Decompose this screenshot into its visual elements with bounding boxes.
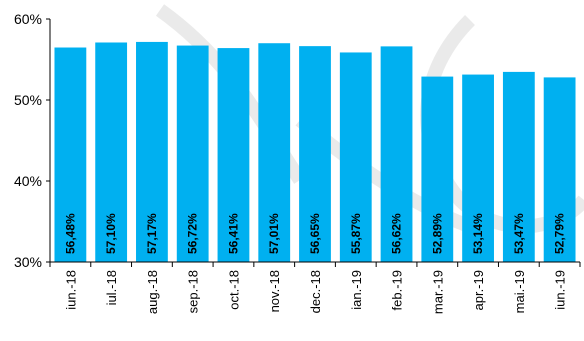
bar (380, 46, 413, 263)
bar (136, 41, 168, 262)
x-tick-label: sep.-18 (186, 270, 201, 313)
data-label: 52,79% (553, 213, 567, 254)
data-label: 56,62% (390, 213, 404, 254)
data-label: 57,01% (267, 213, 281, 254)
x-tick-label: ian.-19 (349, 270, 364, 310)
bar (258, 43, 291, 263)
x-tick-label: mai.-19 (512, 270, 527, 313)
bar (421, 76, 454, 262)
data-label: 56,48% (63, 213, 77, 254)
data-label: 56,65% (308, 213, 322, 254)
x-tick-label: oct.-18 (226, 270, 241, 310)
x-tick-label: mar.-19 (430, 270, 445, 314)
x-axis: iun.-18 iul.-18 aug.-18 sep.-18 oct.-18 nov.-… (49, 261, 581, 314)
x-tick-label: nov.-18 (267, 270, 282, 312)
x-tick-label: iul.-18 (104, 270, 119, 305)
bar (339, 52, 372, 262)
data-label: 55,87% (349, 213, 363, 254)
y-tick-label: 60% (14, 11, 42, 27)
bar (502, 71, 535, 262)
bar (217, 48, 250, 263)
bar (95, 42, 128, 262)
x-tick-label: apr.-19 (471, 270, 486, 310)
bar (299, 46, 331, 263)
bar (176, 45, 209, 263)
y-tick-label: 50% (14, 92, 42, 108)
data-label: 53,47% (512, 213, 526, 254)
data-label: 56,41% (226, 213, 240, 254)
data-label: 57,10% (104, 213, 118, 254)
data-label: 53,14% (471, 213, 485, 254)
y-axis: 30% 40% 50% 60% (14, 11, 51, 270)
data-label: 57,17% (145, 213, 159, 254)
bar (462, 74, 494, 262)
x-tick-label: iun.-18 (63, 270, 78, 310)
y-tick-label: 30% (14, 254, 42, 270)
x-tick-label: aug.-18 (145, 270, 160, 314)
y-tick-label: 40% (14, 173, 42, 189)
x-tick-label: feb.-19 (390, 270, 405, 310)
data-label: 56,72% (186, 213, 200, 254)
bar (543, 77, 576, 262)
data-label: 52,89% (430, 213, 444, 254)
bar (54, 47, 87, 263)
x-tick-label: dec.-18 (308, 270, 323, 313)
x-tick-label: iun.-19 (553, 270, 568, 310)
bars: 56,48% 57,10% 57,17% 56,72% 56,41% 57,01% 56,6… (54, 41, 576, 263)
